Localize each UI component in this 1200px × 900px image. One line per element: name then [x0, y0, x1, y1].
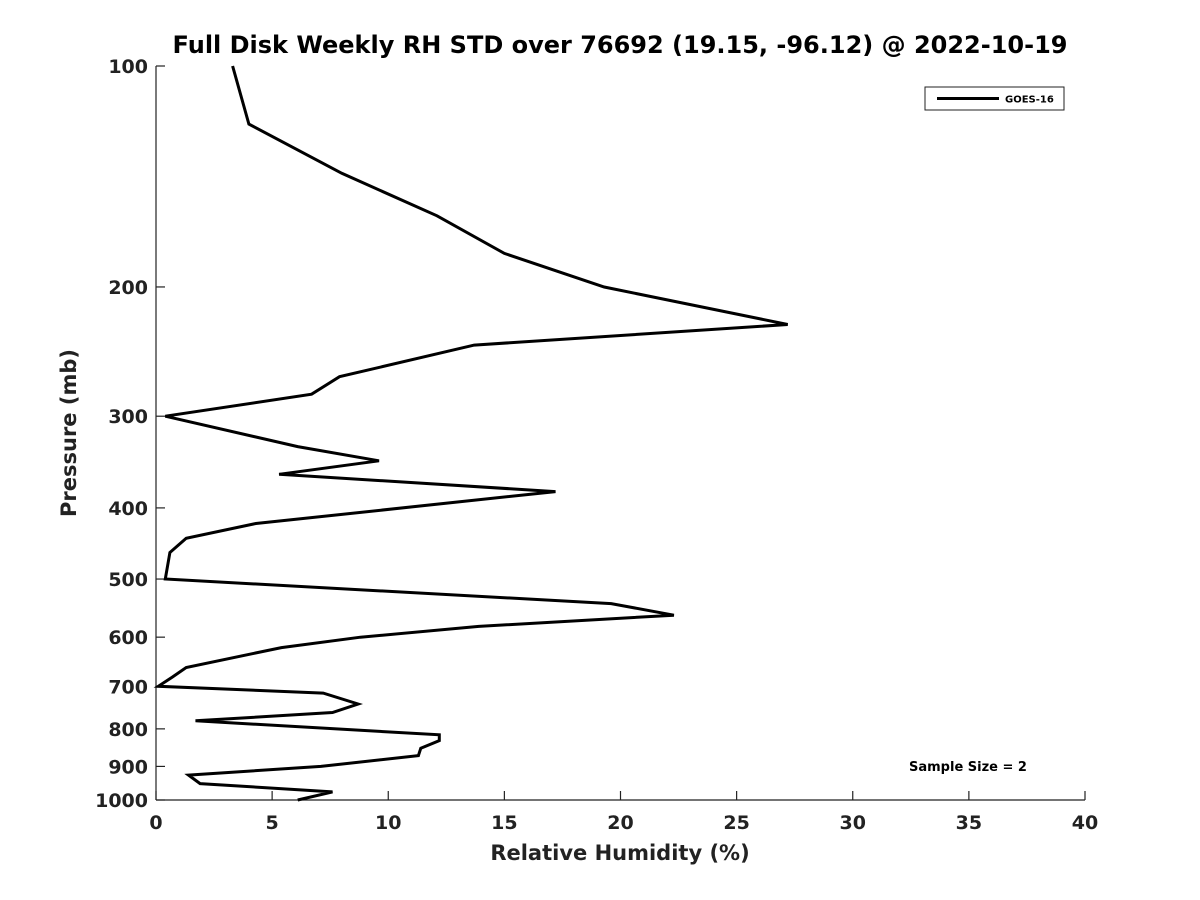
- series-layer: [153, 65, 789, 802]
- y-tick-label: 400: [108, 498, 148, 520]
- chart-title: Full Disk Weekly RH STD over 76692 (19.1…: [173, 31, 1068, 59]
- x-tick-label: 25: [723, 812, 749, 834]
- y-tick-label: 100: [108, 56, 148, 78]
- y-tick-label: 500: [108, 569, 148, 591]
- x-tick-label: 15: [491, 812, 517, 834]
- x-axis-label: Relative Humidity (%): [490, 841, 749, 865]
- x-tick-label: 40: [1072, 812, 1098, 834]
- y-tick-label: 200: [108, 277, 148, 299]
- y-tick-label: 300: [108, 406, 148, 428]
- y-tick-label: 700: [108, 676, 148, 698]
- legend: GOES-16: [924, 86, 1065, 111]
- x-tick-label: 10: [375, 812, 401, 834]
- y-tick-label: 1000: [95, 790, 148, 812]
- sample-size-annotation: Sample Size = 2: [909, 760, 1027, 775]
- x-tick-label: 20: [607, 812, 633, 834]
- x-tick-label: 0: [149, 812, 162, 834]
- x-tick-label: 30: [840, 812, 866, 834]
- y-tick-label: 900: [108, 756, 148, 778]
- x-tick-label: 5: [266, 812, 279, 834]
- x-tick-label: 35: [956, 812, 982, 834]
- x-ticks: 0 5 10 15 20 25 30 35 40: [149, 791, 1098, 834]
- y-tick-label: 800: [108, 719, 148, 741]
- legend-entry-goes16: GOES-16: [1005, 95, 1054, 106]
- y-ticks: 100 200 300 400 500 600 700 800 900 1000: [95, 56, 165, 812]
- y-axis-label: Pressure (mb): [57, 349, 81, 517]
- y-tick-label: 600: [108, 627, 148, 649]
- series-line-goes16: [153, 65, 789, 802]
